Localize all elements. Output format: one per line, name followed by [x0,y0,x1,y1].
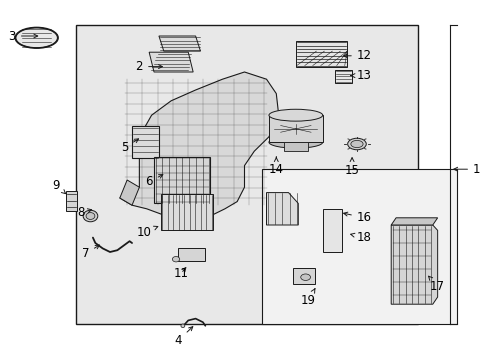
Bar [334,70,351,83]
Text: 7: 7 [81,245,99,260]
Text: 1: 1 [453,163,480,176]
Ellipse shape [172,256,180,262]
Ellipse shape [86,212,95,219]
Ellipse shape [347,138,366,150]
Bar [178,248,205,261]
Ellipse shape [350,140,362,148]
Text: 5: 5 [121,139,138,154]
Text: 10: 10 [137,226,158,239]
Polygon shape [120,72,278,220]
Ellipse shape [83,210,98,222]
Polygon shape [390,225,437,304]
Text: 17: 17 [427,276,444,293]
Bar [322,209,342,252]
Bar [268,115,322,142]
Text: 9: 9 [52,179,65,194]
Text: 14: 14 [268,157,283,176]
Text: 4: 4 [174,327,192,347]
Text: 13: 13 [350,69,371,82]
Bar [76,25,417,324]
Bar [295,41,346,67]
Polygon shape [149,52,193,72]
Text: 12: 12 [343,49,371,62]
Bar [66,191,77,211]
Text: 3: 3 [8,30,38,42]
Text: 8: 8 [77,206,91,219]
Ellipse shape [268,136,322,148]
Text: 16: 16 [343,211,371,224]
Text: 18: 18 [350,231,371,244]
Text: 2: 2 [135,60,162,73]
Bar [154,157,210,203]
Bar [161,194,212,230]
Text: 15: 15 [344,158,359,177]
Polygon shape [120,180,139,205]
Bar [132,126,159,158]
Polygon shape [159,36,200,51]
Bar [261,169,456,324]
Text: 19: 19 [300,289,315,307]
Ellipse shape [16,28,58,48]
Bar [293,268,315,284]
Text: 6: 6 [145,175,163,188]
Polygon shape [390,218,437,225]
Text: 11: 11 [173,267,188,280]
Ellipse shape [268,109,322,121]
Polygon shape [266,193,298,225]
Bar [283,142,307,151]
Ellipse shape [181,324,184,328]
Ellipse shape [300,274,310,280]
